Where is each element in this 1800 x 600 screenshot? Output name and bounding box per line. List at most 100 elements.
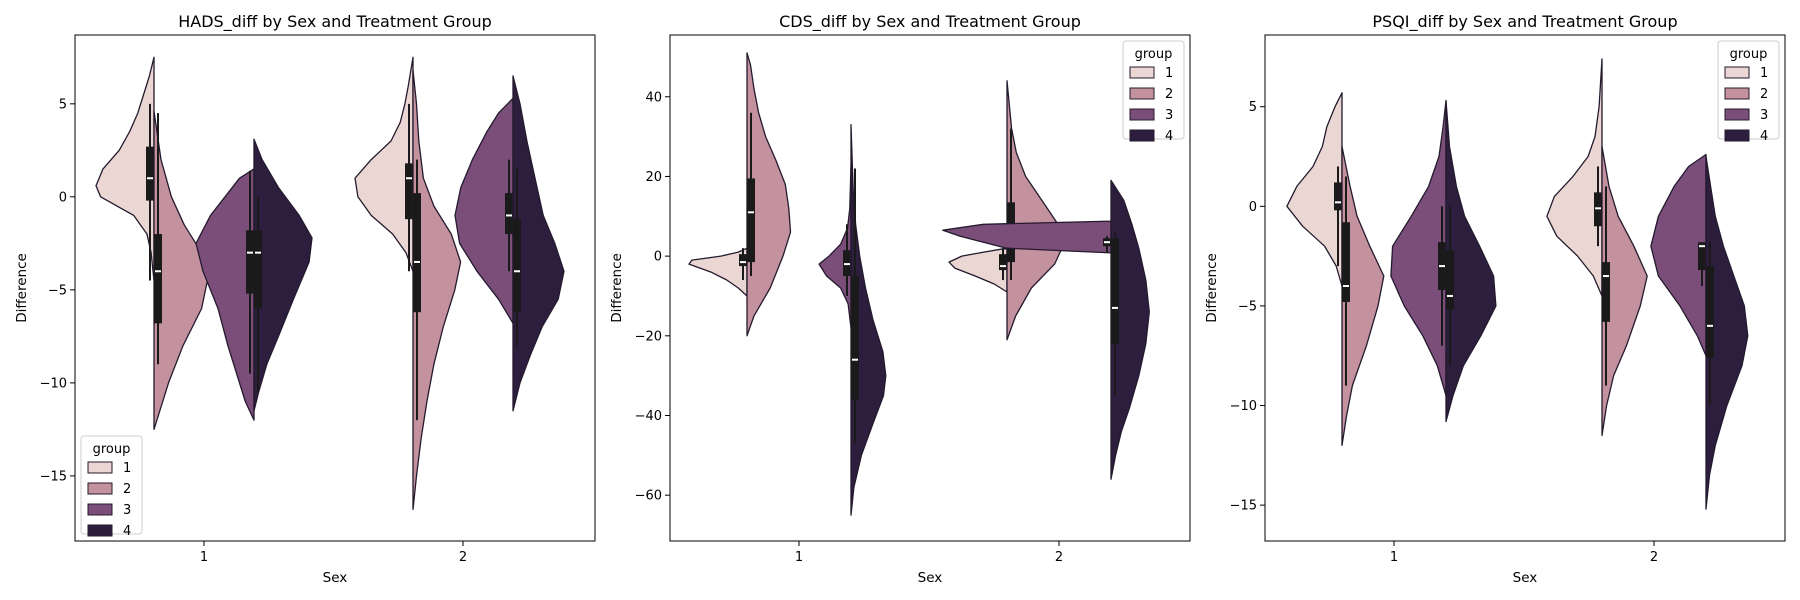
violin-sex1-group1 — [688, 247, 748, 297]
legend-label-1: 1 — [123, 461, 131, 476]
violin-sex1-group3 — [195, 168, 255, 421]
violin-sex1-group2 — [153, 110, 209, 431]
y-tick-label: 20 — [645, 170, 662, 185]
iqr-box — [1602, 262, 1610, 322]
axes-frame — [74, 34, 596, 542]
violin-sex2-group4 — [512, 75, 565, 412]
violins — [95, 56, 565, 511]
iqr-box — [513, 219, 521, 313]
legend-label-3: 3 — [1165, 108, 1173, 123]
violin-sex1-group2 — [1341, 145, 1385, 447]
legend-label-3: 3 — [123, 503, 131, 518]
legend-label-1: 1 — [1165, 66, 1173, 81]
violin-sex2-group1 — [1546, 58, 1603, 297]
y-tick-label: −20 — [635, 329, 662, 344]
y-tick-label: 5 — [59, 97, 67, 112]
iqr-box — [747, 178, 755, 263]
iqr-box — [851, 276, 859, 400]
x-tick-label: 2 — [459, 550, 467, 565]
x-axis-label: Sex — [918, 570, 943, 586]
x-tick-label: 1 — [795, 550, 803, 565]
legend-swatch-1 — [1724, 66, 1750, 79]
legend-swatch-3 — [87, 503, 113, 516]
iqr-box — [1706, 266, 1714, 358]
violin-sex2-group4 — [1110, 179, 1150, 480]
legend-title: group — [93, 442, 131, 457]
legend: group 1 2 3 4 — [1122, 40, 1185, 144]
iqr-box — [413, 193, 421, 313]
y-tick-label: 0 — [654, 250, 662, 265]
y-tick-label: −10 — [1230, 399, 1257, 414]
legend-label-1: 1 — [1760, 66, 1768, 81]
violin-sex2-group2 — [412, 69, 462, 511]
x-axis-label: Sex — [1513, 570, 1538, 586]
iqr-box — [505, 193, 513, 235]
legend-label-2: 2 — [1165, 87, 1173, 102]
y-tick-label: 5 — [1249, 100, 1257, 115]
legend-swatch-4 — [1724, 129, 1750, 142]
violin-sex2-group2 — [1601, 145, 1648, 437]
y-tick-label: −60 — [635, 489, 662, 504]
violins — [1286, 58, 1749, 510]
legend-swatch-1 — [87, 461, 113, 474]
x-tick-label: 2 — [1055, 550, 1063, 565]
violin-sex2-group3 — [942, 220, 1112, 254]
iqr-box — [254, 230, 262, 309]
y-tick-label: −5 — [1238, 299, 1257, 314]
panel-3: PSQI_diff by Sex and Treatment Group 5 0 −5… — [1204, 12, 1786, 586]
iqr-box — [739, 254, 747, 267]
violin-sex2-group3 — [1650, 153, 1707, 357]
y-tick-label: −40 — [635, 409, 662, 424]
violin-sex2-group2 — [1006, 80, 1065, 341]
violin-sex1-group2 — [746, 52, 792, 337]
panel-2: CDS_diff by Sex and Treatment Group 40 20 0… — [609, 12, 1191, 586]
legend-swatch-4 — [87, 524, 113, 537]
legend-title: group — [1730, 47, 1768, 62]
y-tick-label: 0 — [1249, 200, 1257, 215]
violin-sex2-group1 — [354, 56, 414, 272]
x-tick-label: 2 — [1650, 550, 1658, 565]
chart-title: CDS_diff by Sex and Treatment Group — [779, 12, 1081, 32]
y-tick-label: −10 — [40, 376, 67, 391]
violins — [688, 52, 1150, 516]
iqr-box — [154, 234, 162, 324]
violin-sex1-group1 — [95, 56, 155, 282]
x-tick-label: 1 — [1390, 550, 1398, 565]
iqr-box — [246, 230, 254, 294]
y-axis-label: Difference — [14, 253, 30, 323]
legend-label-2: 2 — [1760, 87, 1768, 102]
violin-sex2-group1 — [948, 247, 1008, 293]
iqr-box — [1698, 242, 1706, 271]
x-axis-label: Sex — [323, 570, 348, 586]
iqr-box — [146, 146, 154, 201]
iqr-box — [1342, 222, 1350, 302]
legend-label-4: 4 — [1165, 129, 1173, 144]
violin-sex2-group3 — [454, 97, 514, 324]
y-tick-label: −5 — [48, 283, 67, 298]
violin-sex1-group4 — [850, 123, 887, 516]
violin-sex2-group4 — [1705, 155, 1749, 510]
violin-sex1-group4 — [253, 138, 313, 412]
iqr-box — [1446, 250, 1454, 310]
legend-swatch-2 — [1724, 87, 1750, 100]
legend-swatch-4 — [1129, 129, 1155, 142]
y-axis-label: Difference — [1204, 253, 1220, 323]
legend-swatch-3 — [1129, 108, 1155, 121]
y-axis-label: Difference — [609, 253, 625, 323]
y-tick-label: −15 — [1230, 499, 1257, 514]
legend-label-4: 4 — [1760, 129, 1768, 144]
legend-swatch-2 — [87, 482, 113, 495]
legend-title: group — [1135, 47, 1173, 62]
iqr-box — [999, 254, 1007, 271]
panel-1: HADS_diff by Sex and Treatment Group 5 0 −5… — [14, 12, 596, 586]
legend-swatch-3 — [1724, 108, 1750, 121]
legend: group 1 2 3 4 — [1717, 40, 1780, 144]
legend-label-2: 2 — [123, 482, 131, 497]
x-tick-label: 1 — [200, 550, 208, 565]
y-tick-label: 0 — [59, 190, 67, 205]
y-tick-label: 40 — [645, 90, 662, 105]
violin-sex1-group1 — [1286, 92, 1343, 287]
violin-sex1-group4 — [1445, 100, 1497, 423]
legend: group 1 2 3 4 — [80, 435, 143, 539]
